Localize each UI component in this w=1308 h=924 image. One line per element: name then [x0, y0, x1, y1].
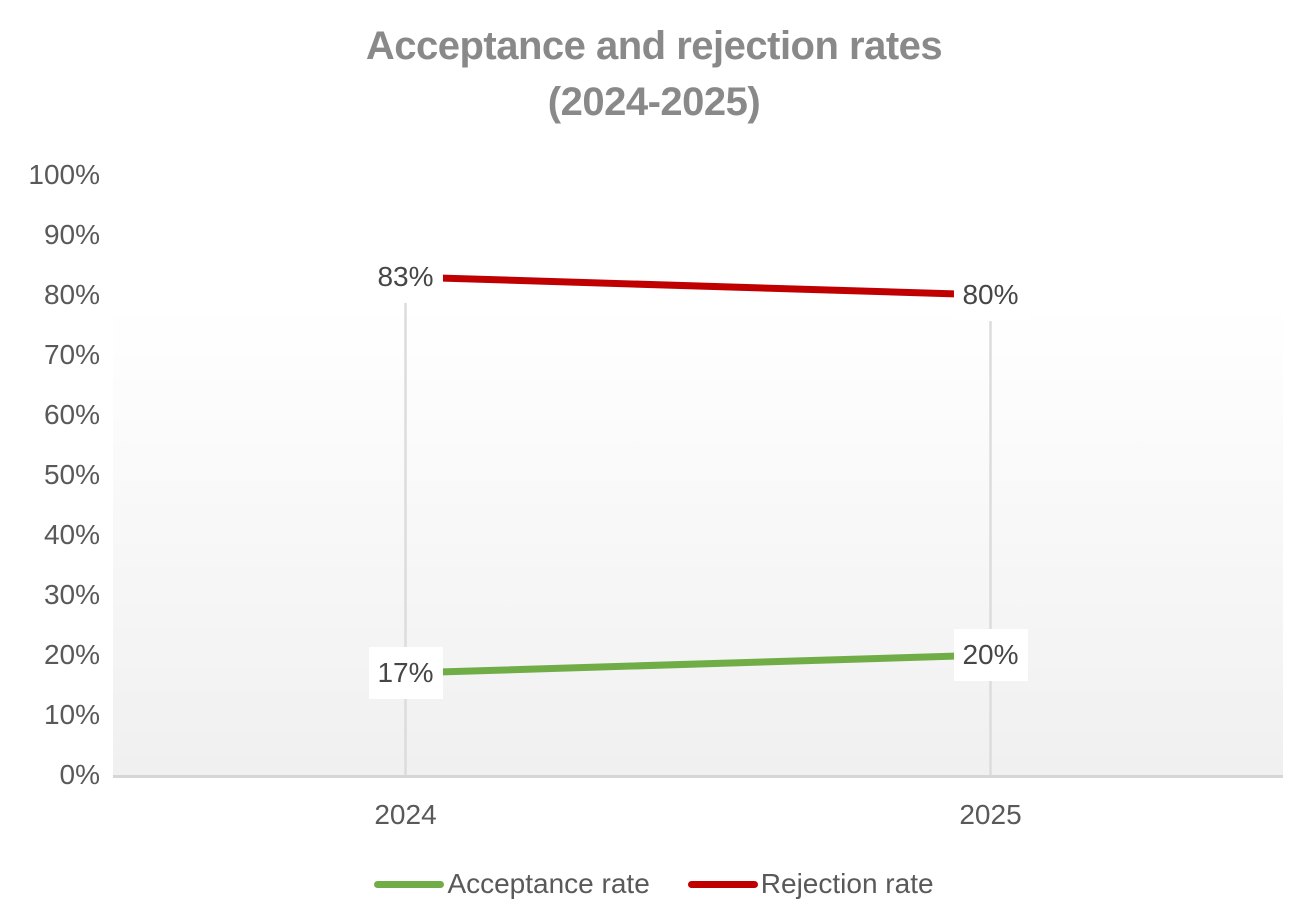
chart-title: Acceptance and rejection rates — [365, 24, 943, 68]
y-axis-tick-label: 100% — [28, 159, 100, 190]
chart-title-block: Acceptance and rejection rates (2024-202… — [0, 18, 1308, 130]
plot-background — [113, 172, 1283, 778]
chart-subtitle: (2024-2025) — [547, 80, 761, 124]
y-axis-tick-label: 0% — [59, 759, 100, 790]
legend-item: Acceptance rate — [374, 864, 650, 904]
y-axis-tick-label: 50% — [43, 459, 100, 490]
legend-line-swatch-icon — [687, 880, 758, 888]
legend-label: Acceptance rate — [447, 868, 650, 899]
legend-label: Rejection rate — [760, 868, 934, 899]
legend-item: Rejection rate — [687, 864, 934, 904]
x-axis-category-label: 2025 — [959, 799, 1022, 830]
y-axis-tick-label: 10% — [43, 699, 100, 730]
y-axis-tick-label: 30% — [43, 579, 100, 610]
y-axis-tick-label: 90% — [43, 219, 100, 250]
data-label: 83% — [368, 251, 443, 303]
y-axis-tick-label: 60% — [43, 399, 100, 430]
legend-line-swatch-icon — [374, 880, 445, 888]
data-label: 17% — [368, 647, 443, 699]
x-axis-category-label: 2024 — [374, 799, 437, 830]
y-axis-tick-label: 20% — [43, 639, 100, 670]
data-label: 20% — [953, 629, 1028, 681]
data-label: 80% — [953, 269, 1028, 321]
y-axis-tick-label: 80% — [43, 279, 100, 310]
y-axis-tick-label: 70% — [43, 339, 100, 370]
legend: Acceptance rate Rejection rate — [0, 864, 1308, 904]
y-axis-tick-label: 40% — [43, 519, 100, 550]
